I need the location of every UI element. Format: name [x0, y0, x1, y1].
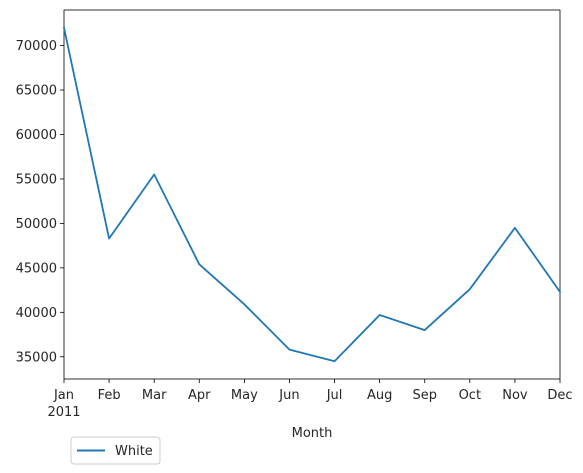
x-tick-label: Sep — [412, 388, 437, 403]
x-tick-label: Feb — [98, 388, 121, 403]
y-tick-label: 50000 — [16, 217, 57, 232]
x-axis: Jan Feb Mar Apr May Jun Jul Aug Sep Oct Nov Dec — [53, 379, 573, 403]
legend-box — [70, 436, 161, 465]
legend-label-white: White — [115, 444, 153, 459]
y-tick-label: 70000 — [16, 39, 57, 54]
x-tick-label: Nov — [502, 388, 528, 403]
x-tick-label: Oct — [459, 388, 481, 403]
y-tick-label: 65000 — [16, 84, 57, 99]
x-tick-label: Jun — [278, 388, 299, 403]
x-tick-label: Dec — [547, 388, 572, 403]
y-tick-label: 35000 — [16, 350, 57, 365]
y-axis: 35000 40000 45000 50000 55000 60000 65000 70000 — [16, 39, 64, 365]
x-tick-label: Mar — [142, 388, 167, 403]
x-tick-label: May — [231, 388, 258, 403]
series-line-white — [62, 26, 562, 363]
x-tick-label: Jan — [53, 388, 74, 403]
x-tick-label: Aug — [367, 388, 392, 403]
y-tick-label: 40000 — [16, 306, 57, 321]
y-tick-label: 60000 — [16, 128, 57, 143]
x-tick-label: Jul — [326, 388, 343, 403]
x-tick-label: Apr — [188, 388, 211, 403]
x-year-label: 2011 — [47, 405, 80, 420]
y-tick-label: 45000 — [16, 261, 57, 276]
y-tick-label: 55000 — [16, 172, 57, 187]
plot-area — [63, 9, 561, 380]
legend: White — [70, 436, 161, 465]
series-lines — [62, 26, 562, 363]
x-axis-title: Month — [292, 426, 333, 441]
